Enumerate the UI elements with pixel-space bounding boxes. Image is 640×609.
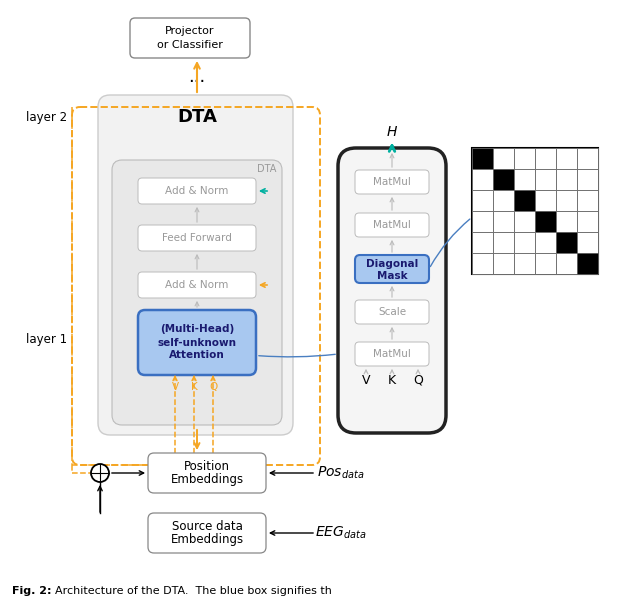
Bar bbox=[472, 232, 493, 253]
Bar bbox=[577, 190, 598, 211]
Text: MatMul: MatMul bbox=[373, 177, 411, 187]
Text: Architecture of the DTA.  The blue box signifies th: Architecture of the DTA. The blue box si… bbox=[55, 586, 332, 596]
Bar bbox=[472, 211, 493, 232]
Bar bbox=[493, 148, 514, 169]
Bar bbox=[514, 253, 535, 274]
Bar bbox=[577, 253, 598, 274]
Text: V: V bbox=[362, 373, 371, 387]
Bar bbox=[556, 169, 577, 190]
Text: V: V bbox=[172, 382, 179, 392]
Bar bbox=[535, 232, 556, 253]
FancyBboxPatch shape bbox=[355, 300, 429, 324]
Bar bbox=[472, 169, 493, 190]
Text: MatMul: MatMul bbox=[373, 349, 411, 359]
FancyBboxPatch shape bbox=[138, 272, 256, 298]
FancyBboxPatch shape bbox=[355, 342, 429, 366]
Text: or Classifier: or Classifier bbox=[157, 40, 223, 50]
FancyBboxPatch shape bbox=[355, 255, 429, 283]
Text: Mask: Mask bbox=[377, 271, 407, 281]
Bar bbox=[535, 190, 556, 211]
Bar bbox=[556, 148, 577, 169]
Bar bbox=[577, 232, 598, 253]
Text: Source data: Source data bbox=[172, 519, 243, 532]
Bar bbox=[472, 190, 493, 211]
FancyBboxPatch shape bbox=[148, 513, 266, 553]
Text: Q: Q bbox=[413, 373, 423, 387]
Bar bbox=[472, 253, 493, 274]
Text: ···: ··· bbox=[188, 73, 205, 91]
Bar bbox=[535, 211, 556, 232]
Text: Add & Norm: Add & Norm bbox=[165, 186, 228, 196]
FancyBboxPatch shape bbox=[148, 453, 266, 493]
Text: (Multi-Head): (Multi-Head) bbox=[160, 325, 234, 334]
Text: Add & Norm: Add & Norm bbox=[165, 280, 228, 290]
Text: K: K bbox=[388, 373, 396, 387]
Circle shape bbox=[91, 464, 109, 482]
Text: $H$: $H$ bbox=[386, 125, 398, 139]
Bar bbox=[535, 253, 556, 274]
Bar bbox=[493, 169, 514, 190]
Bar bbox=[535, 148, 556, 169]
Bar bbox=[493, 211, 514, 232]
Bar bbox=[556, 211, 577, 232]
Bar bbox=[514, 169, 535, 190]
Text: Q: Q bbox=[209, 382, 217, 392]
Text: $Pos_{data}$: $Pos_{data}$ bbox=[317, 465, 365, 481]
Text: Scale: Scale bbox=[378, 307, 406, 317]
FancyBboxPatch shape bbox=[130, 18, 250, 58]
Bar bbox=[556, 190, 577, 211]
FancyBboxPatch shape bbox=[112, 160, 282, 425]
Bar bbox=[472, 148, 493, 169]
Bar bbox=[514, 190, 535, 211]
Text: layer 1: layer 1 bbox=[26, 333, 68, 347]
FancyBboxPatch shape bbox=[138, 225, 256, 251]
Text: Position: Position bbox=[184, 460, 230, 473]
Text: K: K bbox=[191, 382, 197, 392]
Bar bbox=[535, 169, 556, 190]
Bar bbox=[514, 232, 535, 253]
FancyBboxPatch shape bbox=[138, 178, 256, 204]
Bar bbox=[493, 253, 514, 274]
Bar bbox=[577, 211, 598, 232]
FancyBboxPatch shape bbox=[98, 95, 293, 435]
Text: self-unknown: self-unknown bbox=[157, 337, 237, 348]
FancyBboxPatch shape bbox=[355, 213, 429, 237]
Bar bbox=[577, 169, 598, 190]
Text: Diagonal: Diagonal bbox=[366, 259, 418, 269]
Bar bbox=[556, 232, 577, 253]
Text: Projector: Projector bbox=[165, 26, 215, 36]
Bar bbox=[514, 148, 535, 169]
FancyBboxPatch shape bbox=[338, 148, 446, 433]
Text: DTA: DTA bbox=[177, 108, 217, 126]
FancyBboxPatch shape bbox=[138, 310, 256, 375]
FancyBboxPatch shape bbox=[355, 170, 429, 194]
Text: Embeddings: Embeddings bbox=[170, 474, 244, 487]
Bar bbox=[493, 190, 514, 211]
Bar bbox=[556, 253, 577, 274]
Text: MatMul: MatMul bbox=[373, 220, 411, 230]
Text: Attention: Attention bbox=[169, 351, 225, 361]
Text: DTA: DTA bbox=[257, 164, 276, 174]
Bar bbox=[514, 211, 535, 232]
Bar bbox=[472, 148, 598, 274]
Text: $EEG_{data}$: $EEG_{data}$ bbox=[316, 525, 367, 541]
Text: layer 2: layer 2 bbox=[26, 110, 68, 124]
Bar bbox=[577, 148, 598, 169]
Text: Embeddings: Embeddings bbox=[170, 533, 244, 546]
Text: Feed Forward: Feed Forward bbox=[162, 233, 232, 243]
Bar bbox=[493, 232, 514, 253]
Text: Fig. 2:: Fig. 2: bbox=[12, 586, 51, 596]
